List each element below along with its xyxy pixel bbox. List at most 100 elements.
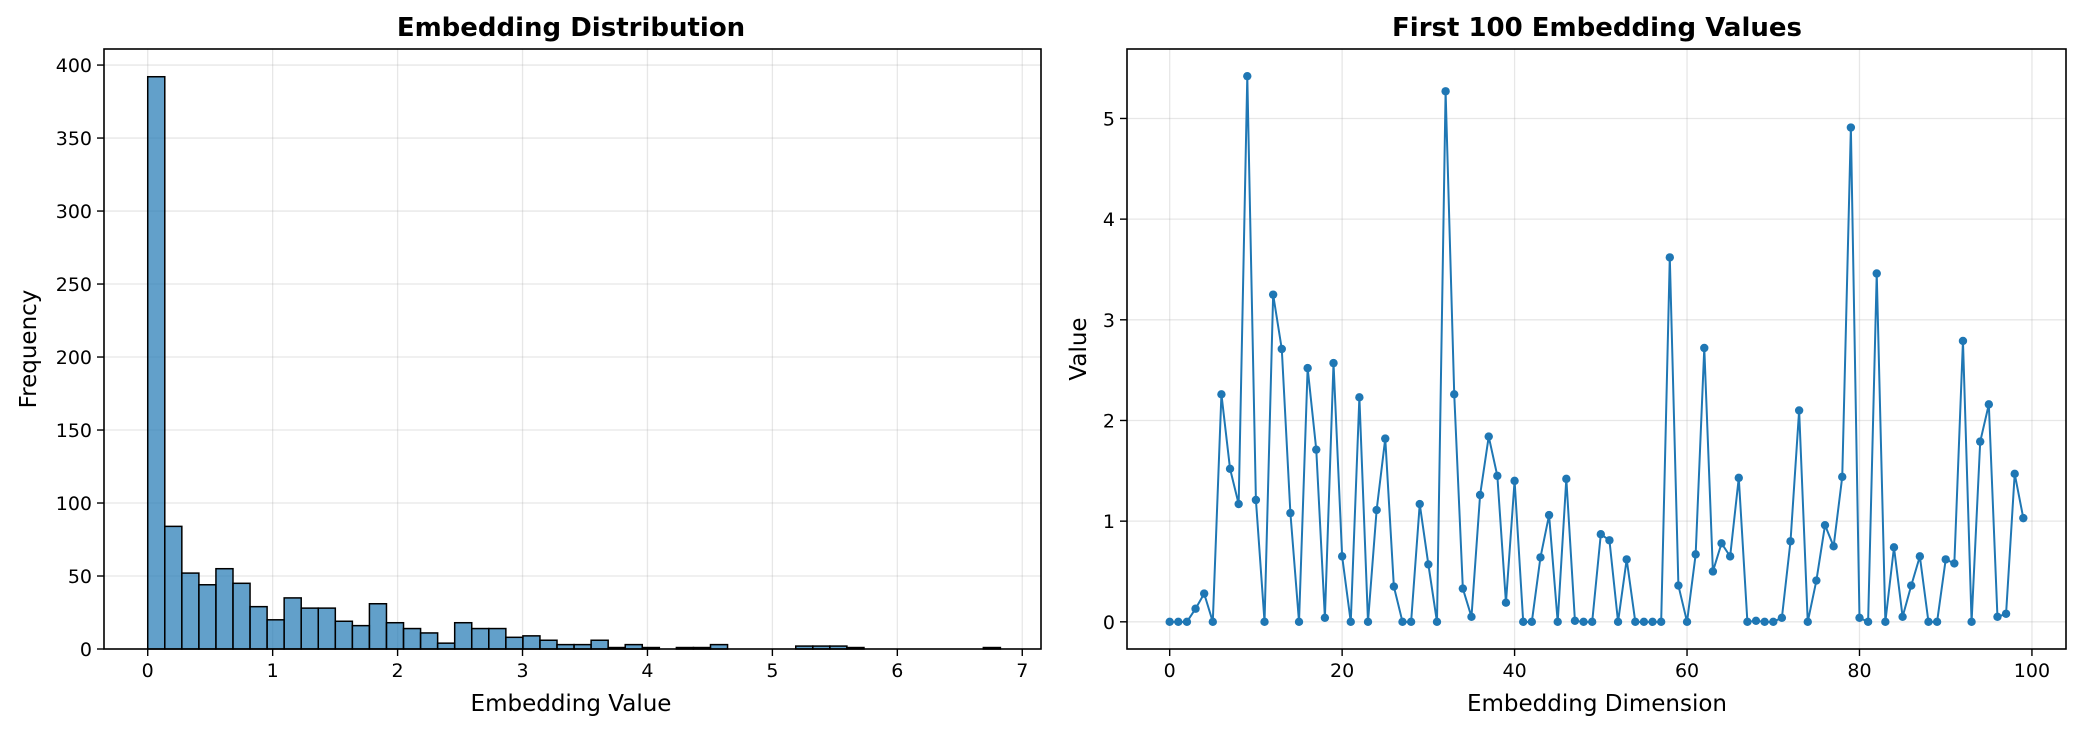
histogram-y-tick-label: 200 [56,347,92,369]
embedding-value-point [1717,539,1726,548]
embedding-value-point [1648,617,1657,627]
embedding-value-point [1243,71,1252,81]
histogram-axes-frame [103,48,1042,650]
histogram-y-tick-label: 150 [56,420,92,442]
embedding-value-point [1639,617,1649,627]
histogram-bar [488,627,507,650]
embedding-value-point [1605,536,1614,545]
embedding-value-point [1622,555,1631,564]
embedding-value-point [1665,253,1674,262]
embedding-value-point [1510,476,1519,486]
embedding-value-point [1734,473,1743,483]
embedding-value-point [1484,432,1493,441]
embedding-value-point [1950,559,1959,568]
histogram-y-tick-label: 0 [80,639,92,661]
histogram-x-tick-label: 4 [641,660,653,682]
line-x-tick-label: 40 [1502,660,1526,682]
embedding-value-point [1217,390,1226,399]
histogram-bar [146,75,166,650]
histogram-grid [104,49,1041,650]
embedding-value-point [1286,508,1295,518]
embedding-value-point [1596,530,1606,539]
embedding-value-point [1406,617,1416,627]
embedding-value-point [1536,553,1545,562]
embedding-value-point [1570,616,1580,626]
histogram-bar [249,605,268,650]
embedding-value-point [1458,584,1468,593]
embedding-values-line [1169,75,2025,623]
histogram-bar [436,642,456,650]
embedding-value-point [1519,617,1528,627]
line-y-tick-label: 2 [1103,410,1115,432]
embedding-value-point [1587,617,1597,627]
line-axes-frame [1126,48,2067,650]
histogram-bar [368,602,388,650]
embedding-value-point [1424,560,1433,569]
histogram-x-tick-label: 2 [392,660,404,682]
embedding-value-point [1501,598,1511,607]
line-x-tick-label: 0 [1164,660,1176,682]
embedding-value-point [1829,542,1838,551]
embedding-value-point [1898,612,1907,621]
embedding-value-point [1786,537,1795,546]
embedding-value-point [1389,582,1399,591]
line-x-tick-label: 80 [1847,660,1871,682]
histogram-y-tick-label: 100 [56,493,92,515]
line-y-tick-label: 0 [1103,612,1115,634]
embedding-value-point [1863,617,1873,627]
embedding-value-point [1674,581,1683,590]
embedding-value-point [2010,469,2019,479]
embedding-value-point [1855,613,1864,622]
embedding-value-point [1838,472,1847,482]
embedding-value-point [1381,434,1390,443]
embedding-value-point [1751,616,1761,626]
embedding-value-point [1441,87,1450,96]
embedding-value-point [1924,617,1933,627]
histogram-bar [522,635,541,650]
embedding-value-point [1682,617,1692,627]
histogram-x-label: Embedding Value [471,691,672,717]
line-x-label: Embedding Dimension [1467,691,1727,717]
line-x-ticks: 0 20 40 60 80 100 [1164,649,2050,682]
embedding-value-point [1881,617,1890,627]
embedding-value-point [1553,617,1562,627]
embedding-value-point [1760,617,1769,627]
embedding-value-point [1363,617,1373,627]
embedding-value-point [1907,581,1916,590]
histogram-bar [590,639,609,650]
embedding-value-point [1329,358,1338,368]
embedding-value-point [1346,617,1355,627]
histogram-x-tick-label: 6 [891,660,903,682]
embedding-value-point [1872,269,1881,278]
embedding-value-point [1450,390,1459,399]
embedding-value-point [1234,499,1243,509]
histogram-bar [539,639,558,650]
line-x-tick-label: 100 [2014,660,2050,682]
line-y-tick-label: 4 [1103,209,1115,231]
embedding-value-point [1941,555,1950,564]
embedding-value-point [1493,471,1502,481]
embedding-value-point [1294,617,1304,627]
embedding-value-point [1915,552,1925,561]
line-x-tick-label: 20 [1330,660,1354,682]
embedding-value-point [1544,510,1554,520]
histogram-bar [317,607,337,650]
histogram-y-tick-label: 400 [56,55,92,77]
line-y-label: Value [1066,317,1092,380]
histogram-bar [351,624,371,650]
embedding-value-point [2001,609,2011,618]
histogram-title: Embedding Distribution [397,13,745,43]
embedding-value-point [1932,617,1942,627]
embedding-value-point [1846,123,1856,132]
histogram-y-tick-label: 350 [56,128,92,150]
embedding-value-point [1355,393,1364,402]
embedding-value-point [1777,613,1787,622]
embedding-value-point [1467,612,1476,621]
embedding-value-point [1803,617,1812,627]
embedding-value-point [1794,406,1804,415]
embedding-value-point [1372,505,1381,515]
embedding-value-point [1312,445,1321,454]
embedding-value-point [1700,343,1709,353]
embedding-value-point [2019,513,2028,523]
